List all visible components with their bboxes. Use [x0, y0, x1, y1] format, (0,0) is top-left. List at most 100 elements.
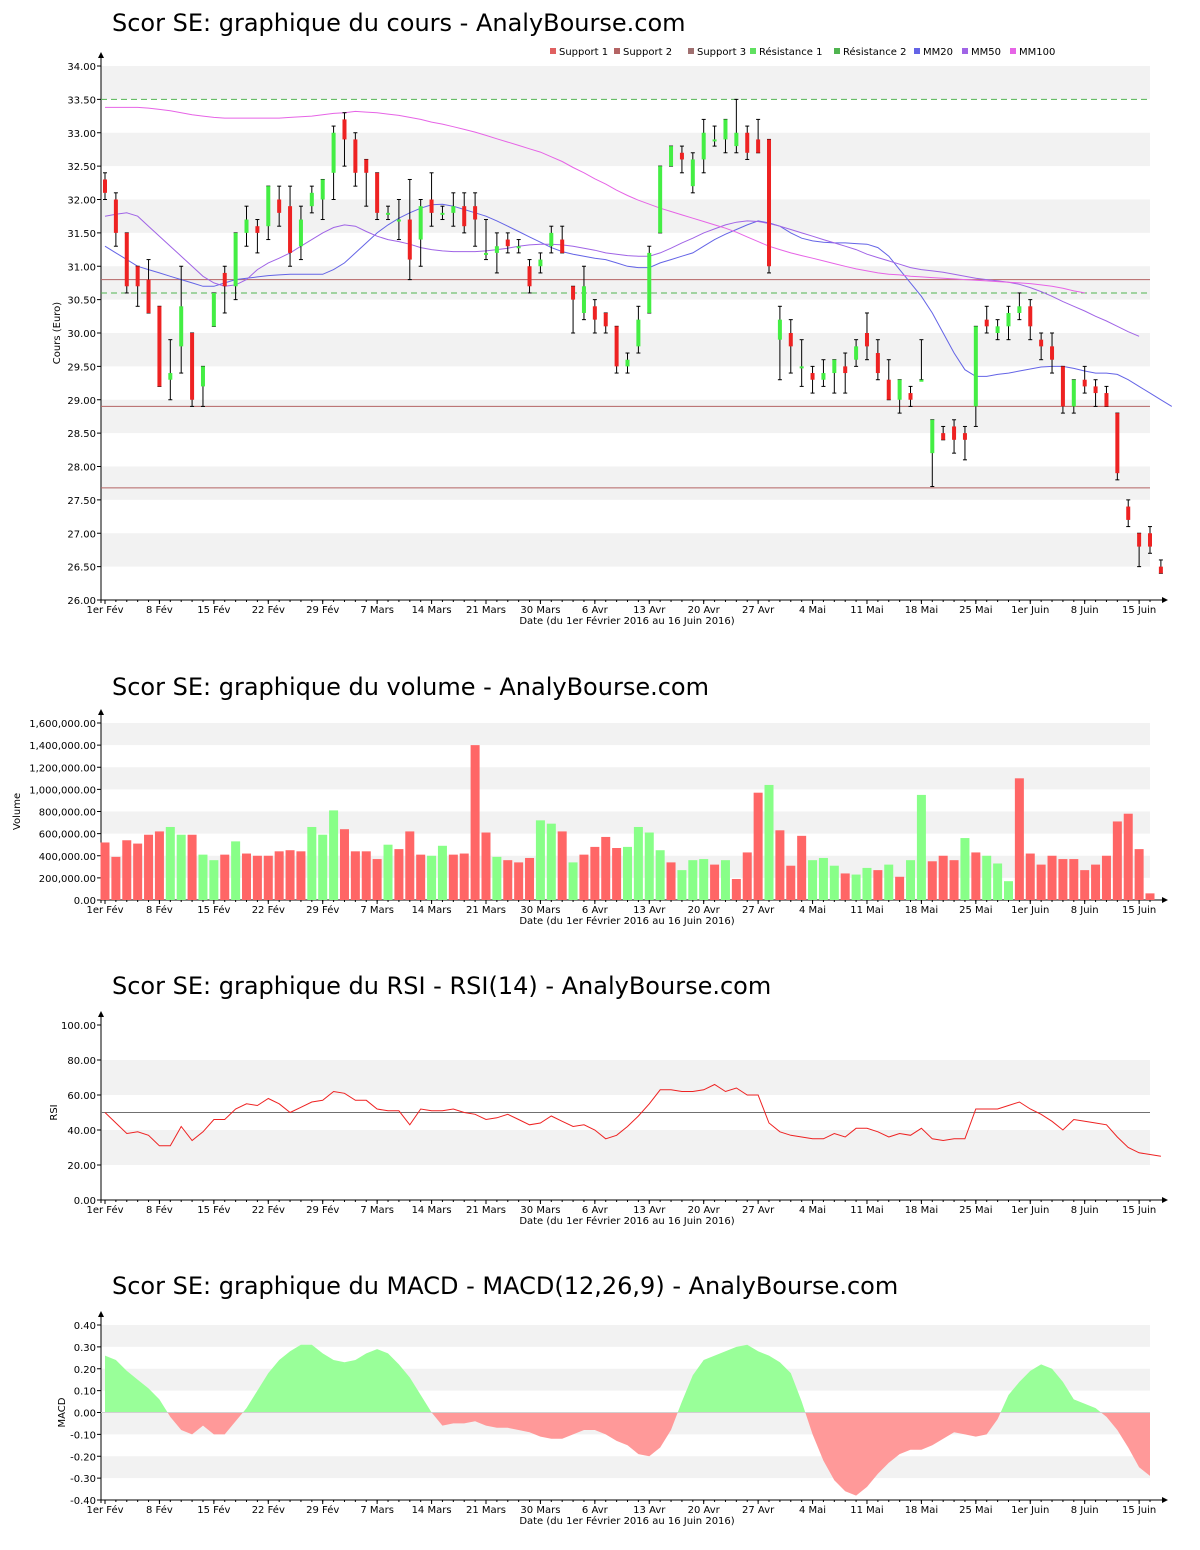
- volume-bar: [209, 860, 219, 900]
- candle-body: [767, 139, 772, 267]
- y-tick-label: 28.00: [67, 463, 96, 474]
- candle-body: [843, 366, 848, 374]
- legend-swatch: [750, 48, 756, 54]
- volume-bar: [753, 792, 763, 900]
- volume-bar: [350, 851, 360, 900]
- grid-band: [101, 132, 1150, 167]
- candle-body: [592, 306, 597, 320]
- volume-bar: [699, 859, 709, 900]
- candle-body: [908, 393, 913, 400]
- volume-bar: [677, 870, 687, 900]
- candle-body: [875, 353, 880, 374]
- grid-band: [101, 533, 1150, 567]
- x-tick-label: 8 Fév: [146, 604, 173, 616]
- candle-body: [1158, 566, 1163, 574]
- candle-body: [919, 379, 924, 382]
- candle-body: [560, 239, 565, 253]
- candle-body: [113, 199, 118, 233]
- y-tick-label: 31.50: [67, 229, 96, 240]
- volume-bar: [470, 745, 480, 900]
- y-tick-label: 1,400,000.00: [29, 741, 96, 752]
- candle-body: [679, 152, 684, 160]
- x-tick-label: 27 Avr: [742, 1205, 775, 1216]
- x-tick-label: 4 Mai: [799, 605, 826, 616]
- rsi-chart-title: Scor SE: graphique du RSI - RSI(14) - An…: [112, 972, 772, 1000]
- candle-body: [614, 326, 619, 367]
- x-tick-label: 11 Mai: [850, 605, 883, 616]
- x-tick-label: 14 Mars: [412, 605, 452, 616]
- y-tick-label: 0.00: [74, 896, 96, 907]
- grid-band: [101, 266, 1150, 300]
- volume-bar: [1003, 881, 1013, 900]
- volume-bar: [1025, 853, 1035, 900]
- x-tick-label: 6 Avr: [582, 605, 609, 616]
- candle-body: [462, 206, 467, 227]
- volume-bar: [296, 851, 306, 900]
- legend-swatch: [834, 48, 840, 54]
- x-tick-label: 15 Juin: [1122, 1505, 1156, 1516]
- volume-bar: [601, 836, 611, 900]
- y-tick-label: 800,000.00: [39, 808, 96, 819]
- volume-bar: [1145, 893, 1155, 900]
- candle-body: [451, 206, 456, 213]
- x-tick-label: 15 Fév: [197, 904, 230, 916]
- x-tick-label: 15 Fév: [197, 1204, 230, 1216]
- candle-body: [288, 206, 293, 253]
- volume-bar: [154, 831, 164, 900]
- x-axis-arrow: [1162, 1497, 1168, 1503]
- x-tick-label: 20 Avr: [688, 1205, 721, 1216]
- legend-swatch: [688, 48, 694, 54]
- x-tick-label: 6 Avr: [582, 1505, 609, 1516]
- volume-bar: [405, 831, 415, 900]
- x-tick-label: 22 Fév: [252, 904, 285, 916]
- x-tick-label: 30 Mars: [520, 1205, 560, 1216]
- x-tick-label: 4 Mai: [799, 905, 826, 916]
- volume-bar: [263, 855, 273, 900]
- candle-body: [418, 206, 423, 240]
- volume-bar: [1047, 855, 1057, 900]
- volume-bar: [307, 826, 317, 900]
- x-tick-label: 18 Mai: [905, 1205, 938, 1216]
- volume-panel: Scor SE: graphique du volume - AnalyBour…: [0, 660, 1200, 940]
- candle-body: [396, 219, 401, 222]
- x-axis-arrow: [1162, 897, 1168, 903]
- grid-band: [101, 811, 1150, 834]
- x-tick-label: 29 Fév: [306, 604, 339, 616]
- volume-bar: [448, 854, 458, 900]
- x-tick-label: 25 Mai: [959, 605, 992, 616]
- y-tick-label: 30.50: [67, 296, 96, 307]
- x-tick-label: 29 Fév: [306, 1504, 339, 1516]
- x-tick-label: 15 Fév: [197, 1504, 230, 1516]
- x-tick-label: 25 Mai: [959, 1505, 992, 1516]
- candle-body: [1028, 306, 1033, 327]
- candle-body: [625, 359, 630, 367]
- volume-bar: [481, 832, 491, 900]
- volume-bar: [927, 861, 937, 900]
- volume-bar: [274, 851, 284, 900]
- candle-body: [1115, 413, 1120, 474]
- moving-average-mm50: [104, 212, 1140, 337]
- candle-body: [179, 306, 184, 347]
- candle-body: [603, 312, 608, 327]
- volume-bar: [557, 831, 567, 900]
- macd-chart-title: Scor SE: graphique du MACD - MACD(12,26,…: [112, 1272, 899, 1300]
- volume-bar: [1014, 778, 1024, 900]
- volume-bar: [525, 857, 535, 900]
- price-chart-title: Scor SE: graphique du cours - AnalyBours…: [112, 9, 686, 37]
- candle-body: [1082, 379, 1087, 387]
- volume-bar: [1134, 849, 1144, 900]
- x-tick-label: 8 Fév: [146, 1204, 173, 1216]
- y-tick-label: -0.40: [70, 1496, 96, 1507]
- volume-bar: [122, 840, 132, 900]
- volume-bar: [710, 864, 720, 900]
- volume-bar: [1069, 859, 1079, 900]
- moving-average-mm20: [104, 203, 1173, 407]
- x-tick-label: 7 Mars: [360, 1505, 394, 1516]
- candle-body: [952, 426, 957, 440]
- x-tick-label: 21 Mars: [466, 1505, 506, 1516]
- candle-body: [429, 199, 434, 213]
- candle-body: [581, 286, 586, 313]
- x-tick-label: 22 Fév: [252, 604, 285, 616]
- candle-body: [266, 186, 271, 227]
- x-tick-label: 8 Fév: [146, 904, 173, 916]
